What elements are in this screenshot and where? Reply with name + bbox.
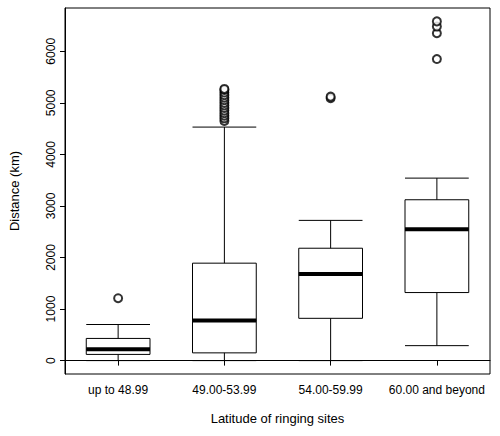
svg-text:0: 0 xyxy=(44,357,58,364)
svg-text:54.00-59.99: 54.00-59.99 xyxy=(299,383,363,397)
svg-text:Distance (km): Distance (km) xyxy=(7,151,22,231)
svg-text:Latitude of ringing sites: Latitude of ringing sites xyxy=(211,411,345,426)
svg-text:5000: 5000 xyxy=(44,89,58,116)
svg-text:6000: 6000 xyxy=(44,38,58,65)
svg-text:4000: 4000 xyxy=(44,141,58,168)
svg-text:60.00 and beyond: 60.00 and beyond xyxy=(389,383,485,397)
svg-text:1000: 1000 xyxy=(44,295,58,322)
svg-text:3000: 3000 xyxy=(44,192,58,219)
svg-text:2000: 2000 xyxy=(44,244,58,271)
svg-text:up to 48.99: up to 48.99 xyxy=(88,383,148,397)
svg-text:49.00-53.99: 49.00-53.99 xyxy=(192,383,256,397)
